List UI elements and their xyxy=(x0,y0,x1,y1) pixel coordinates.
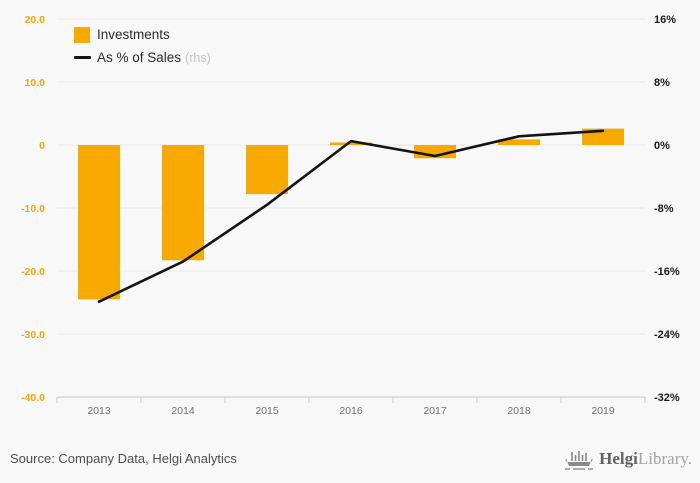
left-axis-label: -40.0 xyxy=(21,392,45,404)
bar-2014[interactable] xyxy=(162,145,204,261)
right-axis-label: 8% xyxy=(654,77,670,89)
x-axis-category-label: 2015 xyxy=(255,405,279,417)
legend-item-label: Investments xyxy=(97,27,170,42)
left-axis-label: -20.0 xyxy=(21,266,45,278)
left-axis-label: -10.0 xyxy=(21,203,45,215)
helgi-library-logo[interactable]: HelgiLibrary. xyxy=(564,446,692,471)
investments-swatch-icon xyxy=(74,26,90,43)
legend: Investments As % of Sales (rhs) xyxy=(74,26,211,66)
right-axis-label: 0% xyxy=(654,140,670,152)
right-axis-label: -32% xyxy=(654,392,680,404)
x-axis-category-label: 2017 xyxy=(423,405,447,417)
x-axis-category-label: 2019 xyxy=(591,405,615,417)
x-axis-category-label: 2016 xyxy=(339,405,363,417)
bar-2016[interactable] xyxy=(330,142,372,145)
viking-ship-icon xyxy=(565,451,594,470)
left-axis-label: 0 xyxy=(39,140,45,152)
x-axis-category-label: 2013 xyxy=(87,405,111,417)
source-note: Source: Company Data, Helgi Analytics xyxy=(10,451,237,466)
x-axis-category-label: 2014 xyxy=(171,405,195,417)
logo-text-library: Library. xyxy=(637,448,692,468)
line-swatch-icon xyxy=(74,56,91,59)
x-axis-category-label: 2018 xyxy=(507,405,531,417)
legend-item-label: As % of Sales xyxy=(97,50,182,65)
right-axis-label: 16% xyxy=(654,14,676,26)
legend-item-suffix: (rhs) xyxy=(185,50,211,65)
bar-2015[interactable] xyxy=(246,145,288,195)
bar-2013[interactable] xyxy=(78,145,120,300)
right-axis-label: -16% xyxy=(654,266,680,278)
left-axis-label: 10.0 xyxy=(25,77,46,89)
right-axis-label: -8% xyxy=(654,203,674,215)
logo-text-helgi: Helgi xyxy=(599,448,638,468)
right-axis-label: -24% xyxy=(654,329,680,341)
legend-item-investments[interactable]: Investments xyxy=(74,26,211,43)
sales-percent-line[interactable] xyxy=(97,129,605,304)
bar-2018[interactable] xyxy=(498,139,540,145)
left-axis-label: -30.0 xyxy=(21,329,45,341)
left-axis-label: 20.0 xyxy=(25,14,46,26)
legend-item-sales-percent[interactable]: As % of Sales (rhs) xyxy=(74,49,211,66)
